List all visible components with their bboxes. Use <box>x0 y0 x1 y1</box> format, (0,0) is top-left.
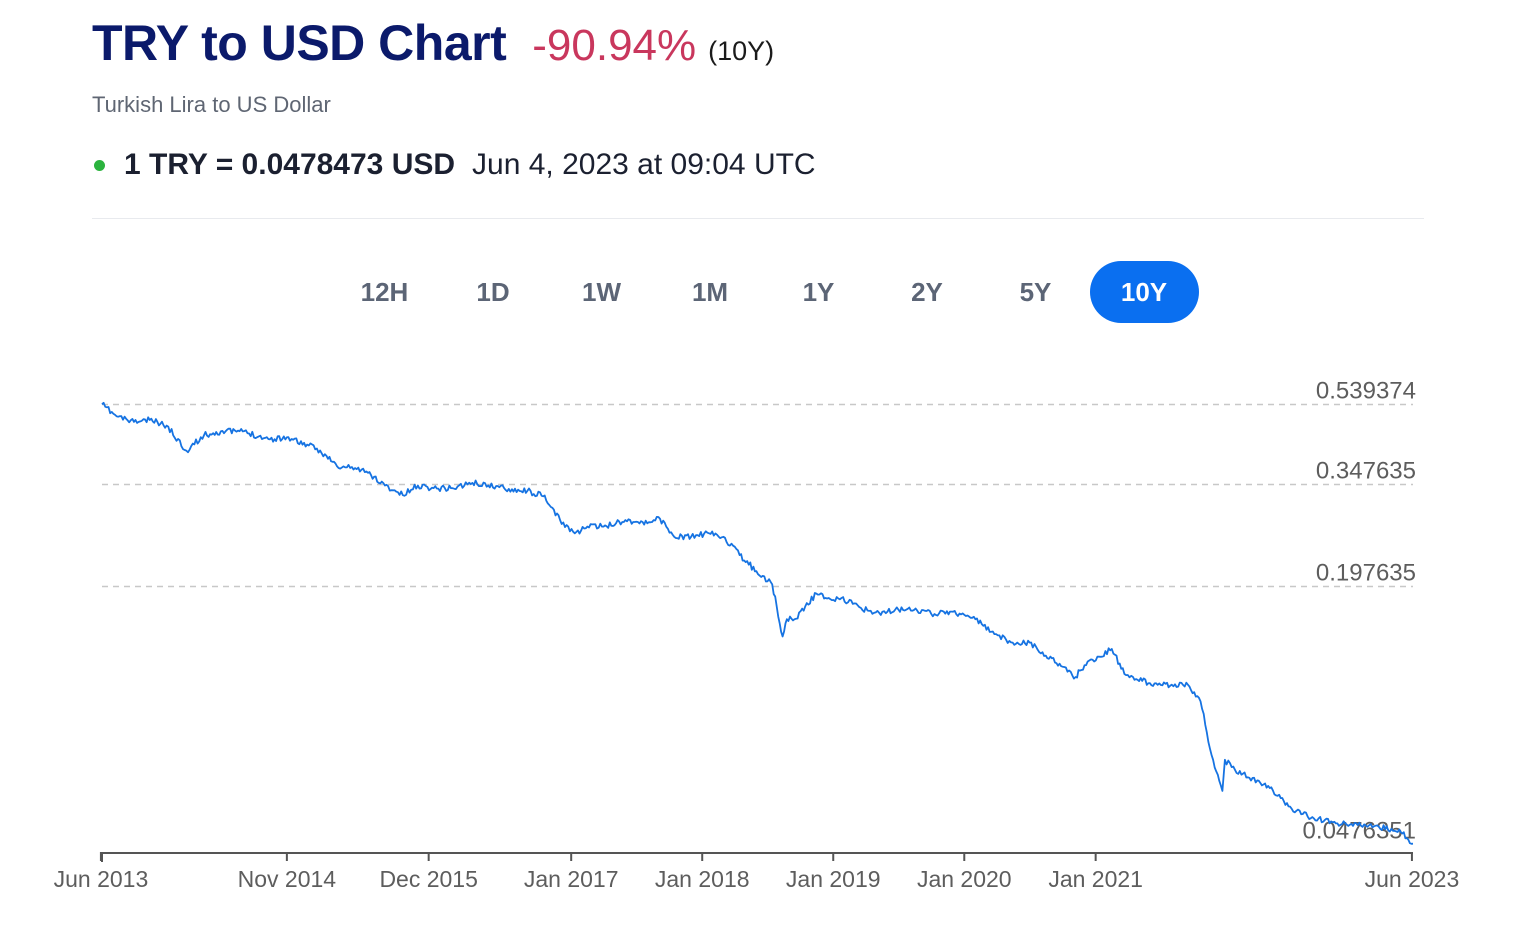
tab-10y[interactable]: 10Y <box>1089 261 1199 323</box>
y-tick-label: 0.539374 <box>1316 378 1416 405</box>
chart-header: TRY to USD Chart -90.94% (10Y) Turkish L… <box>92 14 1424 182</box>
tab-1y[interactable]: 1Y <box>802 277 835 307</box>
live-rate-row: 1 TRY = 0.0478473 USD Jun 4, 2023 at 09:… <box>92 148 1424 182</box>
y-tick-label: 0.197635 <box>1316 560 1416 587</box>
title-row: TRY to USD Chart -90.94% (10Y) <box>92 14 1424 72</box>
x-tick-label: Jan 2018 <box>655 866 750 892</box>
header-divider <box>92 218 1424 219</box>
currency-pair-subtitle: Turkish Lira to US Dollar <box>92 92 331 117</box>
change-period: (10Y) <box>708 36 775 66</box>
x-tick-label: Jun 2013 <box>54 866 149 892</box>
time-range-tabs: 12H 1D 1W 1M 1Y 2Y 5Y 10Y <box>330 261 1199 323</box>
live-status-dot-icon <box>94 159 105 171</box>
rate-timestamp: Jun 4, 2023 at 09:04 UTC <box>472 148 816 181</box>
page-title: TRY to USD Chart <box>92 15 507 71</box>
x-tick-label: Jan 2020 <box>917 866 1012 892</box>
x-tick-label: Jan 2019 <box>786 866 881 892</box>
x-tick-label: Dec 2015 <box>379 866 477 892</box>
x-tick-label: Jun 2023 <box>1365 866 1460 892</box>
tab-12h[interactable]: 12H <box>360 277 409 307</box>
current-rate: 1 TRY = 0.0478473 USD <box>124 148 456 181</box>
percent-change: -90.94% <box>532 21 697 70</box>
price-line <box>101 401 1414 845</box>
y-tick-label: 0.347635 <box>1316 458 1416 485</box>
x-tick-label: Nov 2014 <box>238 866 337 892</box>
x-tick-label: Jan 2017 <box>524 866 619 892</box>
tab-1d[interactable]: 1D <box>476 277 510 307</box>
tab-2y[interactable]: 2Y <box>911 277 943 307</box>
tab-5y[interactable]: 5Y <box>1019 277 1052 307</box>
tab-1w[interactable]: 1W <box>582 277 621 307</box>
tab-1m[interactable]: 1M <box>691 277 729 307</box>
x-tick-label: Jan 2021 <box>1048 866 1143 892</box>
